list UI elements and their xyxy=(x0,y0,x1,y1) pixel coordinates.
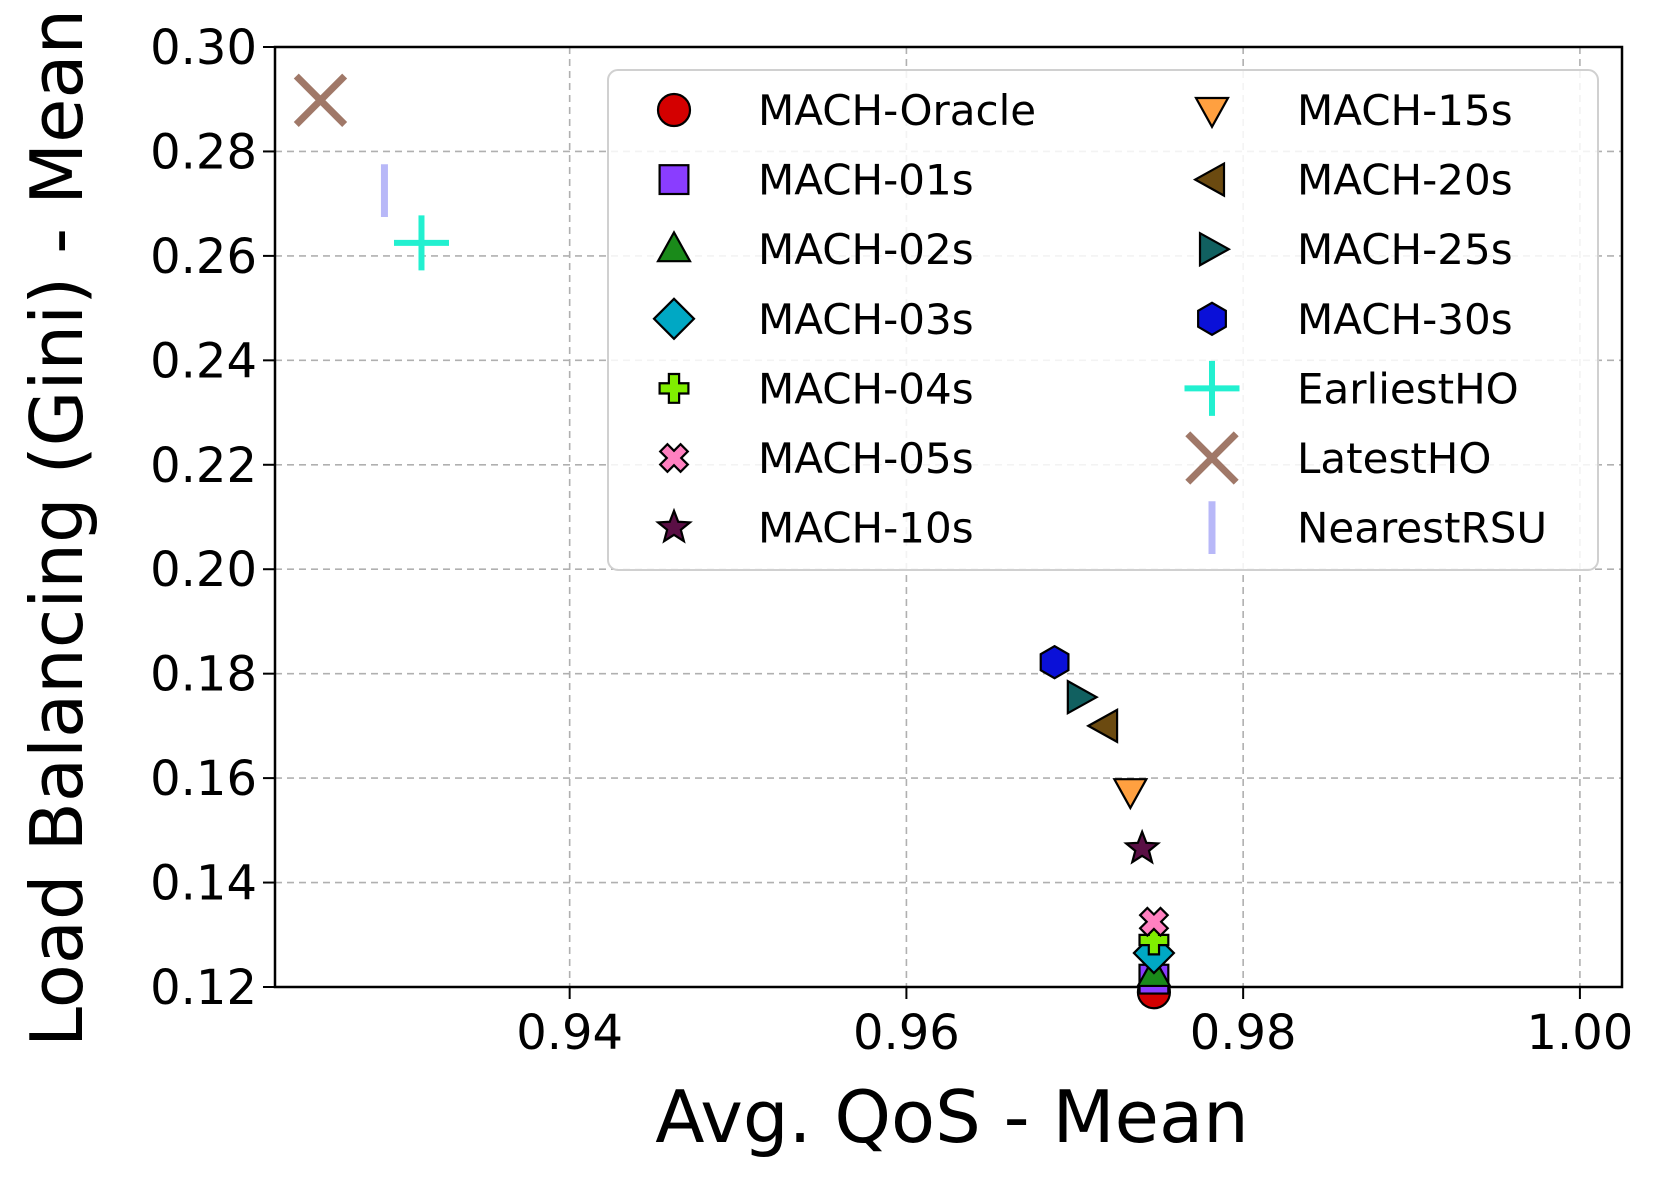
legend-marker-mach-oracle xyxy=(656,92,692,128)
y-tick-label: 0.12 xyxy=(150,960,257,1016)
point-mach-25s xyxy=(1066,679,1099,716)
points-layer xyxy=(293,73,1176,1010)
point-mach-15s xyxy=(1112,778,1149,811)
legend-marker-mach-03s xyxy=(652,297,696,341)
legend-label: MACH-04s xyxy=(758,364,974,413)
legend-label: MACH-30s xyxy=(1297,295,1513,344)
legend-label: MACH-02s xyxy=(758,225,974,274)
point-earliestho xyxy=(393,215,449,271)
legend-label: MACH-15s xyxy=(1297,86,1513,135)
y-tick-label: 0.14 xyxy=(150,856,257,912)
legend-marker-latestho xyxy=(1185,431,1239,485)
legend-marker-mach-05s xyxy=(658,442,690,474)
y-tick-label: 0.28 xyxy=(150,124,257,180)
y-tick-label: 0.18 xyxy=(150,647,257,703)
point-mach-05s xyxy=(1138,906,1170,938)
legend-label: MACH-03s xyxy=(758,295,974,344)
legend-box xyxy=(607,69,1599,571)
x-tick-label: 1.00 xyxy=(1526,1005,1633,1061)
y-tick-label: 0.24 xyxy=(150,333,257,389)
axis-labels: Avg. QoS - Mean Load Balancing (Gini) - … xyxy=(15,9,1249,1159)
y-tick-label: 0.22 xyxy=(150,438,257,494)
legend-label: LatestHO xyxy=(1297,434,1491,483)
legend-marker-mach-25s xyxy=(1198,231,1232,268)
x-tick-label: 0.96 xyxy=(853,1005,960,1061)
legend-marker-mach-10s xyxy=(655,507,693,544)
legend-marker-mach-02s xyxy=(656,230,692,263)
x-tick-label: 0.98 xyxy=(1190,1005,1297,1061)
legend-marker-mach-04s xyxy=(658,372,690,404)
y-tick-label: 0.16 xyxy=(150,751,257,807)
point-mach-10s xyxy=(1123,828,1162,865)
legend-label: MACH-01s xyxy=(758,156,974,205)
legend-marker-mach-01s xyxy=(658,164,690,196)
axes-layer: 0.94 0.96 0.98 1.00 0.12 0.14 0.16 0.18 0.20 0.22… xyxy=(150,20,1633,1061)
y-tick-label: 0.20 xyxy=(150,542,257,598)
x-axis-title: Avg. QoS - Mean xyxy=(655,1075,1248,1159)
legend: MACH-Oracle MACH-01s MACH-02s MACH-03s MACH-… xyxy=(607,69,1599,571)
legend-marker-mach-15s xyxy=(1194,96,1230,130)
y-axis-title: Load Balancing (Gini) - Mean xyxy=(15,9,99,1047)
legend-label: MACH-20s xyxy=(1297,156,1513,205)
legend-label: NearestRSU xyxy=(1297,504,1547,553)
legend-label: EarliestHO xyxy=(1297,364,1519,413)
legend-marker-earliestho xyxy=(1184,360,1240,416)
y-tick-label: 0.26 xyxy=(150,229,257,285)
legend-marker-mach-20s xyxy=(1192,161,1226,198)
legend-label: MACH-05s xyxy=(758,434,974,483)
x-tick-label: 0.94 xyxy=(516,1005,623,1061)
point-latestho xyxy=(293,73,348,127)
point-mach-30s xyxy=(1039,644,1070,680)
y-tick-label: 0.30 xyxy=(150,20,257,76)
point-mach-20s xyxy=(1086,708,1119,744)
plot-frame xyxy=(273,45,1624,989)
legend-label: MACH-Oracle xyxy=(758,86,1036,135)
legend-marker-mach-30s xyxy=(1197,301,1227,337)
legend-label: MACH-25s xyxy=(1297,225,1513,274)
legend-label: MACH-10s xyxy=(758,504,974,553)
